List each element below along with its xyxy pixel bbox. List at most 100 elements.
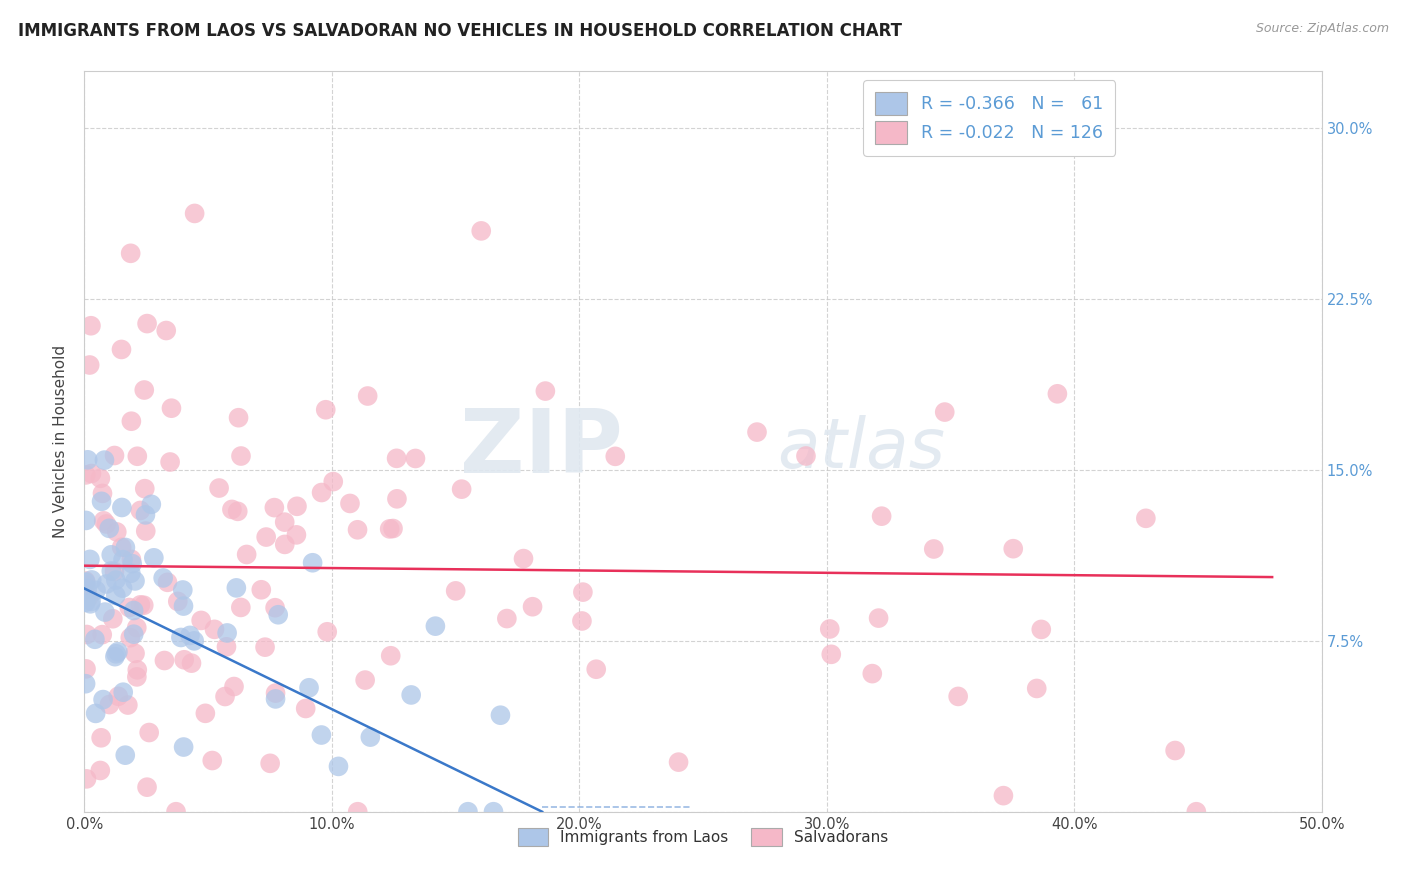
Point [114,748,136,763]
Point [98,521,121,535]
Point [129,598,152,612]
Point [285,528,308,542]
Point [121,557,143,571]
Point [135,524,157,538]
Point [870,509,893,524]
Point [84,583,107,598]
Point [96,577,118,591]
Point [172,582,194,597]
Point [120,631,142,645]
Point [120,414,142,428]
Point [1046,386,1069,401]
Point [522,599,544,614]
Point [217,626,239,640]
Text: ZIP: ZIP [460,406,623,492]
Point [457,805,479,819]
Point [267,607,290,622]
Point [571,614,593,628]
Point [380,648,402,663]
Point [124,646,146,660]
Point [103,565,125,579]
Point [120,246,142,260]
Point [226,504,249,518]
Point [534,384,557,398]
Point [315,402,337,417]
Point [229,600,252,615]
Point [80,594,103,608]
Point [76,772,98,786]
Point [225,581,247,595]
Y-axis label: No Vehicles in Household: No Vehicles in Household [53,345,69,538]
Point [495,611,517,625]
Point [79,358,101,372]
Point [346,523,368,537]
Point [104,649,127,664]
Point [382,522,405,536]
Point [132,599,155,613]
Text: Source: ZipAtlas.com: Source: ZipAtlas.com [1256,22,1389,36]
Point [127,450,149,464]
Point [993,789,1015,803]
Point [110,343,132,357]
Point [104,573,127,587]
Point [215,640,238,654]
Point [274,537,297,551]
Point [138,725,160,739]
Point [107,690,129,704]
Point [136,780,159,794]
Point [152,571,174,585]
Point [354,673,377,687]
Point [180,656,202,670]
Point [328,759,350,773]
Point [166,594,188,608]
Point [159,455,181,469]
Point [1002,541,1025,556]
Point [111,541,134,555]
Legend: Immigrants from Laos, Salvadorans: Immigrants from Laos, Salvadorans [512,822,894,852]
Point [229,449,252,463]
Point [860,666,883,681]
Point [153,653,176,667]
Point [214,690,236,704]
Point [91,627,114,641]
Point [311,728,333,742]
Point [946,690,969,704]
Point [425,619,447,633]
Point [254,530,277,544]
Point [156,575,179,590]
Point [228,410,250,425]
Point [112,685,135,699]
Point [190,614,212,628]
Point [76,627,98,641]
Point [141,497,163,511]
Point [91,486,114,500]
Point [922,541,945,556]
Point [93,453,115,467]
Point [124,574,146,588]
Point [89,471,111,485]
Point [80,573,103,587]
Point [96,516,118,531]
Point [298,681,321,695]
Point [76,452,98,467]
Point [818,622,841,636]
Point [75,676,97,690]
Point [117,698,139,712]
Point [79,597,101,611]
Point [404,451,426,466]
Point [359,730,381,744]
Point [794,449,817,463]
Point [104,589,127,603]
Point [120,552,142,566]
Point [346,805,368,819]
Point [107,645,129,659]
Point [201,754,224,768]
Point [294,701,316,715]
Point [173,599,195,613]
Point [122,627,145,641]
Point [311,485,333,500]
Point [316,624,339,639]
Point [90,731,112,745]
Point [125,670,148,684]
Point [118,600,141,615]
